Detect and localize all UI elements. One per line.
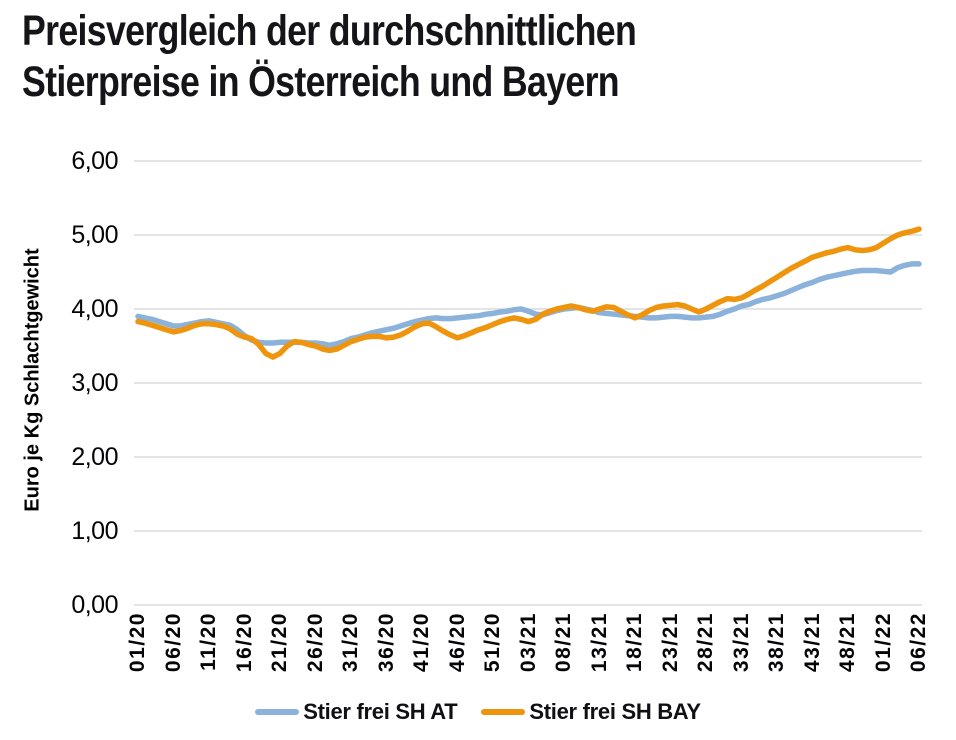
legend-swatch-bay-line bbox=[481, 709, 526, 715]
legend-label-bay: Stier frei SH BAY bbox=[529, 699, 701, 724]
y-axis-title: Euro je Kg Schlachtgewicht bbox=[21, 248, 44, 512]
legend: Stier frei SH AT Stier frei SH BAY bbox=[0, 699, 956, 725]
legend-label-at: Stier frei SH AT bbox=[303, 699, 458, 724]
chart-title-line2: Stierpreise in Österreich und Bayern bbox=[22, 58, 620, 106]
chart-title-line1: Preisvergleich der durchschnittlichen bbox=[22, 7, 637, 55]
legend-item-bay: Stier frei SH BAY bbox=[481, 699, 701, 725]
series-line-at bbox=[135, 261, 922, 349]
chart-title: Preisvergleich der durchschnittlichen St… bbox=[22, 6, 637, 108]
series-line-bay bbox=[135, 226, 922, 360]
legend-item-at: Stier frei SH AT bbox=[255, 699, 458, 725]
legend-swatch-at-line bbox=[255, 709, 300, 715]
